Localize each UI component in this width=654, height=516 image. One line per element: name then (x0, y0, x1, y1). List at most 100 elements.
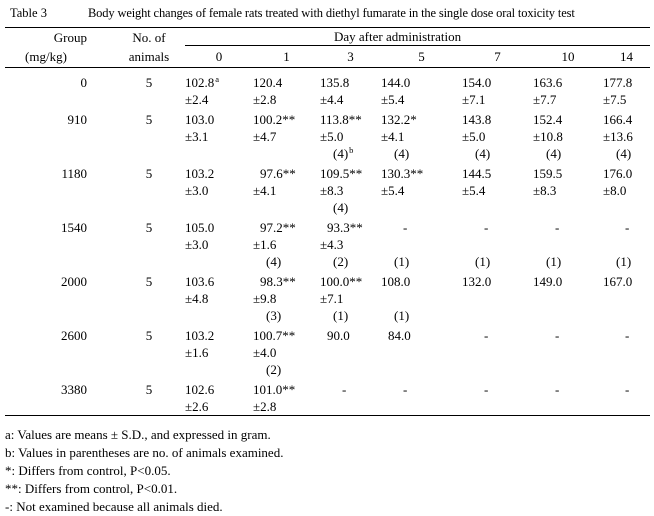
cell-line: 149.0 (533, 274, 563, 289)
cell-line: 5 (145, 75, 153, 90)
cell-line: ±5.0 (462, 129, 486, 144)
table-header: Group No. of Day after administration (m… (5, 27, 651, 68)
day-cell: 100.2** ±4.7 (253, 108, 320, 162)
footnote: **: Differs from control, P<0.01. (5, 481, 178, 496)
cell-line: 105.0 (185, 220, 215, 235)
cell-line: 5 (145, 166, 153, 181)
cell-line (603, 236, 650, 253)
cell-line: 1540 (61, 220, 87, 235)
cell-line: - (625, 220, 630, 235)
day-cell: 109.5** ±8.3 (4) (320, 162, 381, 216)
cell-line: (4) (333, 200, 349, 215)
day-cell: 132.2* ±4.1 (4) (381, 108, 462, 162)
cell-line: ±10.8 (533, 129, 563, 144)
cell-line: (4) (616, 146, 632, 161)
header-day-7: 7 (462, 45, 533, 68)
cell-line (381, 290, 462, 307)
footnote: -: Not examined because all animals died… (5, 499, 223, 514)
cell-line: 0 (80, 75, 88, 90)
header-day-1: 1 (253, 45, 320, 68)
cell-line: 109.5** (320, 166, 363, 181)
day-cell: - (1) (462, 216, 533, 270)
day-cell: - (1) (533, 216, 603, 270)
cell-line: 97.6** (260, 166, 296, 181)
day-cell: 102.8a ±2.4 (185, 68, 253, 109)
day-cell: 166.4 ±13.6 (4) (603, 108, 650, 162)
day-cell: 100.7** ±4.0 (2) (253, 324, 320, 378)
day-cell: 163.6 ±7.7 (533, 68, 603, 109)
cell-line: 5 (145, 382, 153, 397)
cell-line: ±13.6 (603, 129, 633, 144)
cell-line (381, 236, 462, 253)
cell-line: ±1.6 (253, 237, 277, 252)
day-cell: 103.6 ±4.8 (185, 270, 253, 324)
cell-line: ±4.4 (320, 92, 344, 107)
cell-line: 144.0 (381, 75, 411, 90)
cell-line: ±4.1 (381, 129, 405, 144)
cell-line (533, 199, 603, 216)
day-cell: - (1) (603, 216, 650, 270)
cell-line: 167.0 (603, 274, 633, 289)
cell-line: - (403, 382, 408, 397)
cell-line: 84.0 (388, 328, 411, 343)
table-row: 0 5 102.8a ±2.4 120.4 ±2.8 135.8 ±4.4 144.0 ±5.4 1… (5, 68, 650, 109)
animals-cell: 5 (113, 270, 185, 324)
cell-line (462, 344, 533, 361)
day-cell: 101.0** ±2.8 (253, 378, 320, 416)
cell-line: 910 (67, 112, 88, 127)
header-day-10: 10 (533, 45, 603, 68)
day-cell: 102.6 ±2.6 (185, 378, 253, 416)
animals-cell: 5 (113, 216, 185, 270)
cell-line: 5 (145, 328, 153, 343)
cell-line (462, 398, 533, 415)
day-cell: 152.4 ±10.8 (4) (533, 108, 603, 162)
cell-line: (1) (394, 308, 410, 323)
cell-line: 132.0 (462, 274, 492, 289)
table-caption: Table 3 Body weight changes of female ra… (0, 0, 654, 27)
header-animals-2: animals (113, 45, 185, 68)
cell-line (185, 307, 253, 324)
cell-line (603, 199, 650, 216)
cell-line (462, 199, 533, 216)
cell-line: (2) (333, 254, 349, 269)
cell-line: ±7.1 (320, 291, 344, 306)
day-cell: 105.0 ±3.0 (185, 216, 253, 270)
cell-line: 120.4 (253, 75, 283, 90)
day-cell: 93.3** ±4.3 (2) (320, 216, 381, 270)
cell-line: 176.0 (603, 166, 633, 181)
cell-line: 90.0 (327, 328, 350, 343)
day-cell: - (462, 378, 533, 416)
cell-line: ±4.1 (253, 183, 277, 198)
cell-line: ±5.0 (320, 129, 344, 144)
cell-line: 2600 (61, 328, 87, 343)
cell-line (320, 398, 381, 415)
cell-line (320, 361, 381, 378)
footnote: b: Values in parentheses are no. of anim… (5, 445, 284, 460)
cell-line: ±1.6 (185, 345, 209, 360)
animals-cell: 5 (113, 68, 185, 109)
table-number: Table 3 (10, 6, 47, 20)
day-cell: 149.0 (533, 270, 603, 324)
day-cell: 103.2 ±3.0 (185, 162, 253, 216)
cell-line: 101.0** (253, 382, 296, 397)
day-cell: 176.0 ±8.0 (603, 162, 650, 216)
cell-line: (4) (394, 146, 410, 161)
header-animals: No. of (113, 27, 185, 46)
day-cell: 98.3** ±9.8 (3) (253, 270, 320, 324)
day-cell: 135.8 ±4.4 (320, 68, 381, 109)
cell-line: ±4.3 (320, 237, 344, 252)
cell-line (533, 344, 603, 361)
day-cell: - (381, 378, 462, 416)
cell-line: 103.0 (185, 112, 215, 127)
footnote: a: Values are means ± S.D., and expresse… (5, 427, 271, 442)
cell-line: - (625, 382, 630, 397)
header-day-3: 3 (320, 45, 381, 68)
cell-line: ±7.7 (533, 92, 557, 107)
cell-line: 98.3** (260, 274, 296, 289)
cell-line (533, 398, 603, 415)
day-cell: 144.5 ±5.4 (462, 162, 533, 216)
cell-line (320, 344, 381, 361)
table-title: Body weight changes of female rats treat… (88, 6, 575, 20)
cell-line (381, 361, 462, 378)
cell-line: ±3.1 (185, 129, 209, 144)
